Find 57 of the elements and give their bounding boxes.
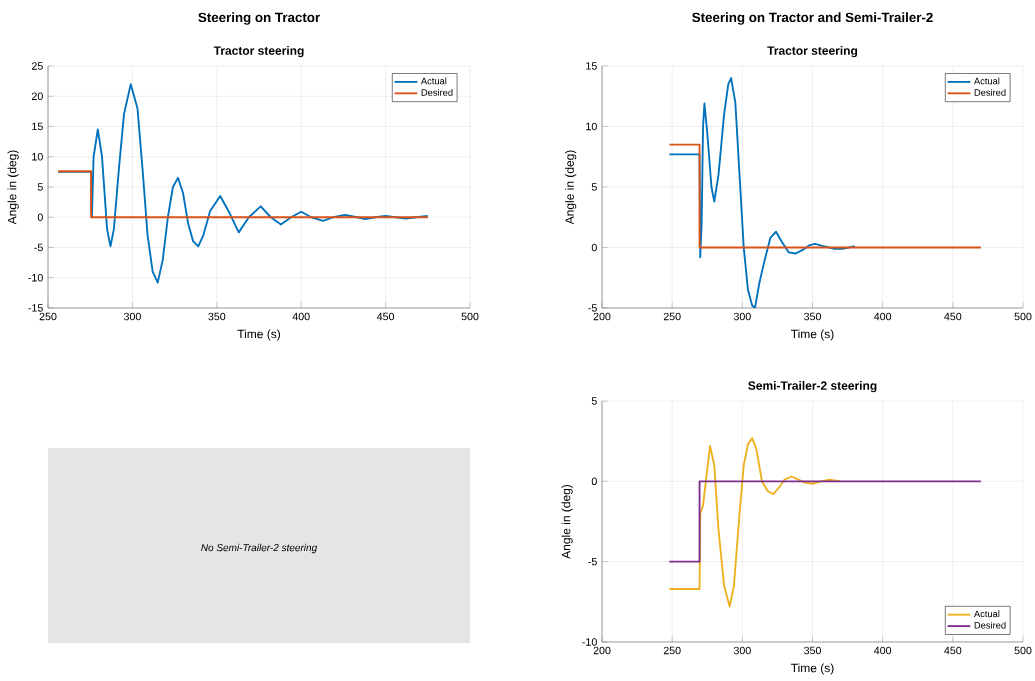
- line-series: [668, 77, 856, 308]
- y-tick-label: 0: [37, 213, 43, 222]
- y-tick-label: 5: [591, 183, 597, 191]
- y-tick-label: -5: [588, 304, 597, 312]
- x-tick-label: 250: [663, 312, 681, 321]
- chart-title: Semi-Trailer-2 steering: [748, 381, 877, 393]
- legend-label: Desired: [421, 88, 453, 96]
- y-tick-label: 15: [32, 122, 43, 131]
- x-axis-title: Time (s): [237, 329, 281, 341]
- x-tick-label: 200: [593, 312, 611, 321]
- x-tick-label: 500: [1014, 312, 1032, 321]
- y-tick-label: -10: [582, 638, 597, 646]
- legend-label: Desired: [974, 621, 1006, 629]
- chart-title: Steering on Tractor: [198, 12, 320, 25]
- x-tick-label: 300: [123, 312, 141, 321]
- x-tick-label: 300: [733, 312, 751, 321]
- x-tick-label: 200: [593, 646, 611, 655]
- x-tick-label: 350: [804, 646, 821, 655]
- chart-title: Steering on Tractor and Semi-Trailer-2: [692, 12, 933, 25]
- y-tick-label: -5: [588, 557, 597, 566]
- x-tick-label: 500: [1014, 646, 1032, 655]
- x-tick-label: 250: [39, 312, 57, 321]
- x-axis-title: Time (s): [791, 663, 834, 675]
- x-tick-label: 300: [733, 646, 751, 655]
- y-axis-title: Angle in (deg): [561, 484, 573, 559]
- y-tick-label: 25: [31, 62, 43, 70]
- x-tick-label: 450: [376, 312, 395, 321]
- x-tick-label: 350: [804, 312, 821, 321]
- x-tick-label: 450: [944, 312, 962, 321]
- chart-subtitle: Tractor steering: [767, 46, 858, 58]
- x-tick-label: 450: [944, 646, 962, 655]
- x-tick-label: 250: [663, 646, 681, 655]
- x-axis-title: Time (s): [791, 329, 834, 341]
- x-tick-label: 400: [874, 312, 892, 321]
- x-tick-label: 400: [292, 312, 310, 321]
- y-tick-label: 10: [586, 122, 597, 131]
- legend-label: Actual: [973, 610, 1000, 618]
- y-tick-label: 20: [31, 92, 43, 101]
- x-tick-label: 350: [208, 312, 226, 321]
- y-axis-title: Angle in (deg): [7, 150, 19, 225]
- y-tick-label: 15: [586, 62, 597, 70]
- x-tick-label: 400: [874, 646, 892, 655]
- y-axis-title: Angle in (deg): [565, 150, 577, 225]
- legend-label: Desired: [974, 88, 1006, 96]
- legend-label: Actual: [420, 77, 447, 85]
- y-tick-label: 0: [591, 477, 597, 486]
- y-tick-label: 5: [37, 183, 43, 191]
- text: No Semi-Trailer-2 steering: [201, 543, 318, 554]
- y-tick-label: 10: [32, 152, 43, 161]
- chart-subtitle: Tractor steering: [213, 46, 304, 58]
- y-tick-label: 5: [591, 397, 597, 405]
- y-tick-label: -10: [28, 273, 43, 282]
- y-tick-label: -5: [34, 243, 43, 252]
- y-tick-label: 0: [591, 243, 597, 252]
- legend-label: Actual: [973, 77, 1000, 85]
- y-tick-label: -15: [28, 304, 43, 312]
- x-tick-label: 500: [461, 312, 479, 321]
